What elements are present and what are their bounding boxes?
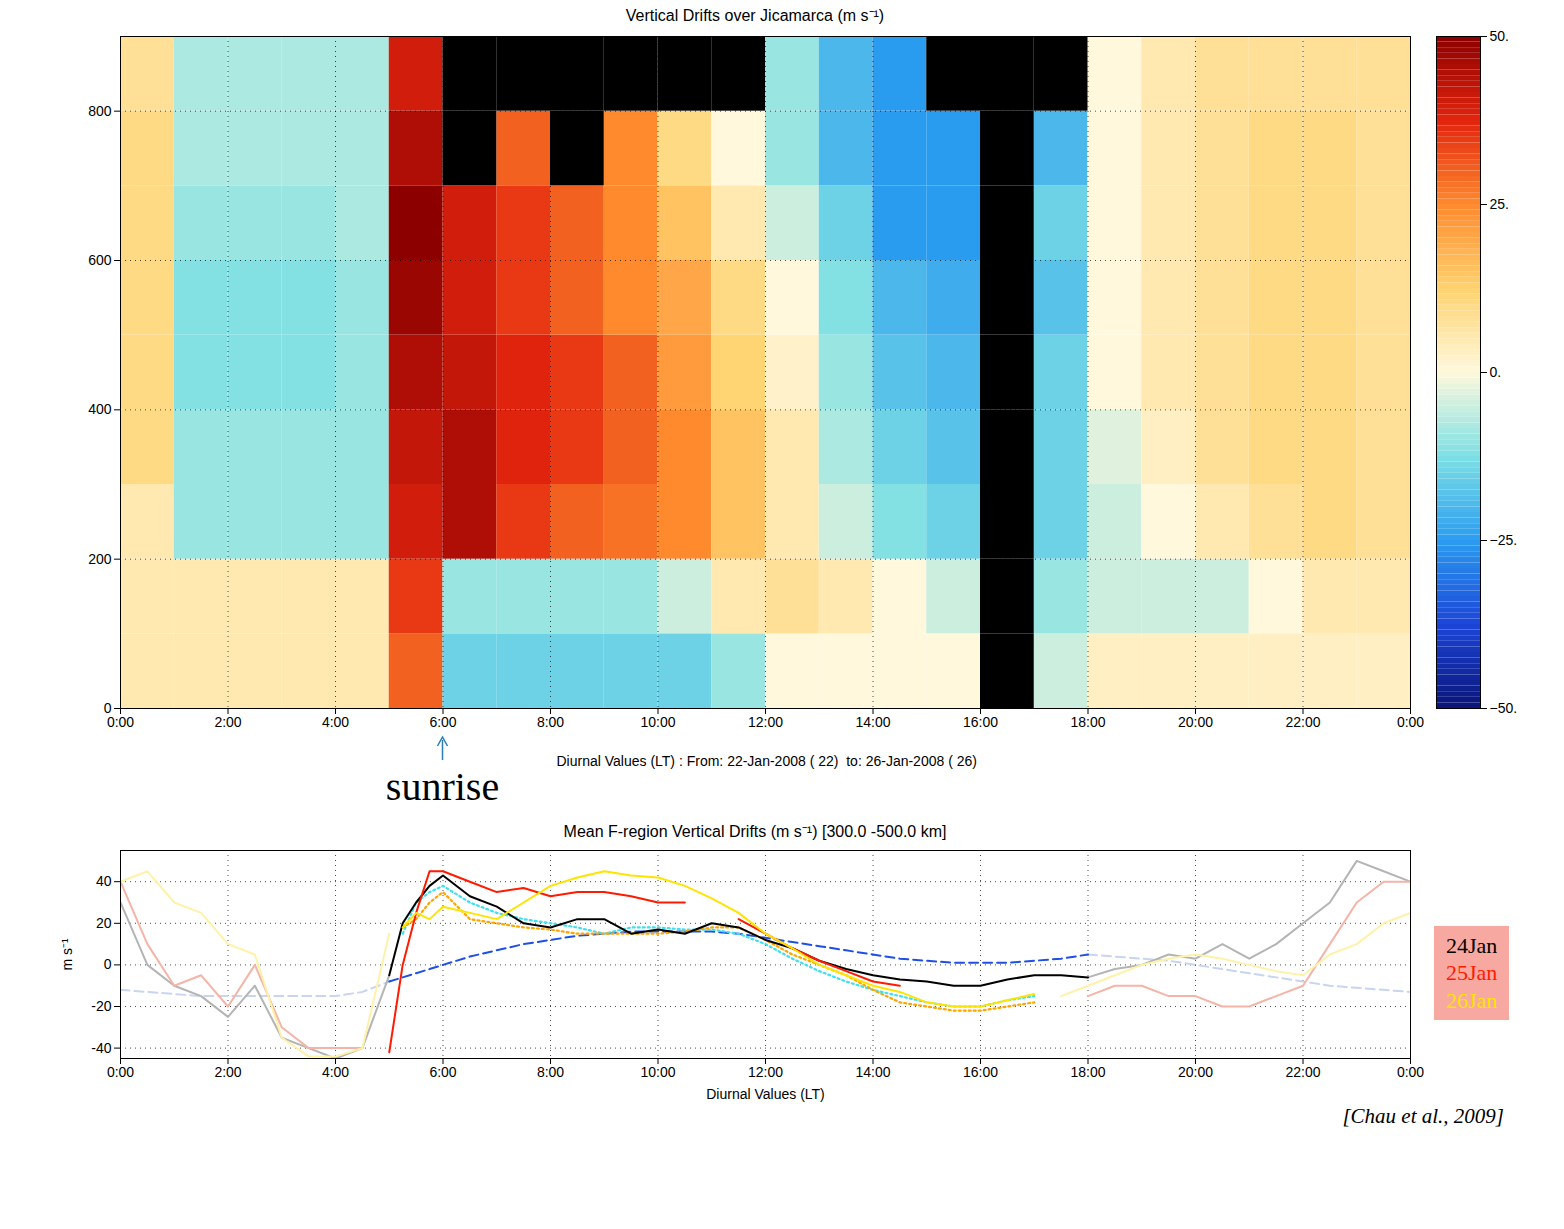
svg-text:14:00: 14:00	[855, 714, 890, 730]
svg-text:4:00: 4:00	[322, 714, 349, 730]
svg-text:sunrise: sunrise	[386, 764, 499, 809]
svg-text:0: 0	[103, 700, 112, 716]
html-text:26Jan: 26Jan	[1446, 987, 1498, 1013]
svg-text:-40: -40	[91, 1040, 111, 1056]
svg-text:−25.: −25.	[1490, 532, 1518, 548]
svg-text:16:00: 16:00	[963, 1064, 998, 1080]
svg-text:16:00: 16:00	[963, 714, 998, 730]
svg-text:m s⁻¹: m s⁻¹	[59, 938, 75, 971]
svg-text:50.: 50.	[1490, 28, 1509, 44]
svg-text:10:00: 10:00	[640, 714, 675, 730]
svg-text:18:00: 18:00	[1070, 1064, 1105, 1080]
svg-text:8:00: 8:00	[537, 1064, 564, 1080]
svg-text:14:00: 14:00	[855, 1064, 890, 1080]
svg-text:−50.: −50.	[1490, 700, 1518, 716]
svg-text:12:00: 12:00	[748, 714, 783, 730]
svg-text:12:00: 12:00	[748, 1064, 783, 1080]
svg-text:6:00: 6:00	[429, 714, 456, 730]
svg-text:22:00: 22:00	[1285, 714, 1320, 730]
svg-text:0.: 0.	[1490, 364, 1502, 380]
svg-text:4:00: 4:00	[322, 1064, 349, 1080]
svg-text:400: 400	[88, 401, 112, 417]
html-text:25Jan: 25Jan	[1446, 960, 1498, 986]
svg-text:10:00: 10:00	[640, 1064, 675, 1080]
svg-text:22:00: 22:00	[1285, 1064, 1320, 1080]
html-text:[Chau et al., 2009]: [Chau et al., 2009]	[1342, 1104, 1504, 1128]
svg-text:200: 200	[88, 551, 112, 567]
svg-text:Diurnal Values (LT): Diurnal Values (LT)	[706, 1086, 825, 1102]
svg-text:20:00: 20:00	[1178, 714, 1213, 730]
svg-text:0: 0	[104, 956, 112, 972]
svg-text:6:00: 6:00	[429, 1064, 456, 1080]
svg-text:40: 40	[96, 873, 112, 889]
svg-text:0:00: 0:00	[107, 714, 134, 730]
svg-text:20:00: 20:00	[1178, 1064, 1213, 1080]
svg-text:-20: -20	[91, 998, 111, 1014]
svg-text:18:00: 18:00	[1070, 714, 1105, 730]
svg-text:800: 800	[88, 103, 112, 119]
svg-text:20: 20	[96, 915, 112, 931]
svg-text:Diurnal Values (LT) : From: 22: Diurnal Values (LT) : From: 22-Jan-2008 …	[557, 753, 977, 769]
svg-text:0:00: 0:00	[1397, 1064, 1424, 1080]
svg-text:25.: 25.	[1490, 196, 1509, 212]
svg-text:8:00: 8:00	[537, 714, 564, 730]
svg-text:600: 600	[88, 252, 112, 268]
svg-text:2:00: 2:00	[214, 1064, 241, 1080]
html-text:24Jan: 24Jan	[1446, 932, 1498, 958]
html-text:Mean F-region Vertical Drifts: Mean F-region Vertical Drifts (m s⁻¹) [3…	[563, 823, 947, 840]
svg-text:0:00: 0:00	[1397, 714, 1424, 730]
svg-text:0:00: 0:00	[107, 1064, 134, 1080]
html-text:Vertical Drifts over Jicamarca: Vertical Drifts over Jicamarca (m s⁻¹)	[625, 7, 885, 24]
svg-text:2:00: 2:00	[214, 714, 241, 730]
